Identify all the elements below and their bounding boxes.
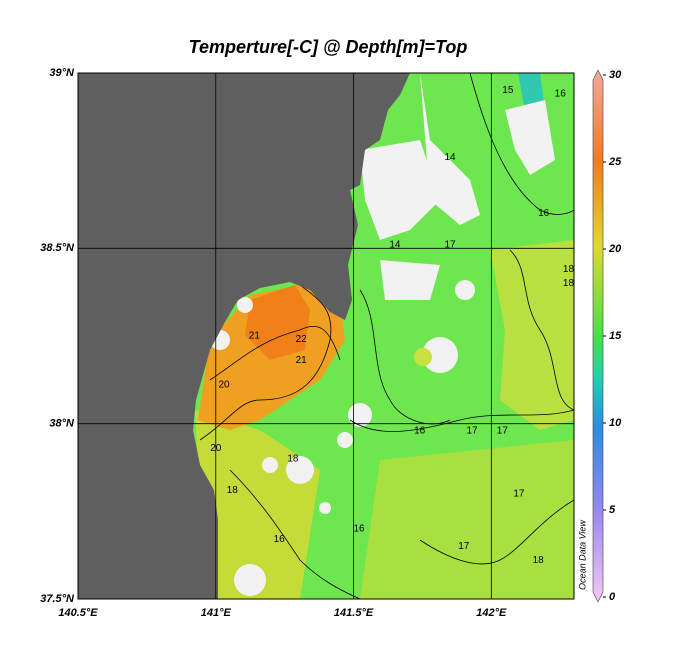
x-tick-label: 141.5°E [334, 607, 374, 619]
contour-label: 17 [513, 488, 525, 499]
colorbar-tick-label: 0 [609, 591, 616, 603]
contour-label: 18 [533, 555, 545, 566]
colorbar-tick-label: 10 [609, 417, 622, 429]
colorbar-tick-label: 25 [608, 156, 622, 168]
contour-label: 16 [555, 89, 567, 100]
contour-label: 22 [296, 334, 308, 345]
y-tick-label: 38.5°N [40, 242, 75, 254]
warm-patch [414, 348, 432, 366]
contour-label: 16 [414, 425, 426, 436]
contour-label: 14 [389, 239, 401, 250]
warm-patch [195, 410, 320, 599]
no-data [210, 73, 555, 596]
contour-label: 16 [354, 524, 366, 535]
warm-patch [245, 285, 310, 360]
contour-label: 20 [218, 380, 230, 391]
colorbar-tick-label: 5 [609, 504, 616, 516]
x-tick-label: 140.5°E [58, 607, 98, 619]
contour-label: 21 [296, 355, 308, 366]
contour-label: 17 [497, 425, 509, 436]
colorbar-tick-label: 20 [608, 243, 622, 255]
y-tick-label: 37.5°N [40, 593, 75, 605]
contour-label: 16 [274, 534, 286, 545]
x-tick-label: 141°E [201, 607, 232, 619]
contour-label: 20 [210, 443, 222, 454]
land [78, 73, 410, 599]
watermark: Ocean Data View [577, 520, 587, 590]
colorbar-tick-label: 30 [609, 69, 622, 81]
colorbar-tick-label: 15 [609, 330, 622, 342]
contour-label: 16 [538, 208, 550, 219]
contour-label: 21 [249, 331, 261, 342]
contour-label: 14 [444, 152, 456, 163]
warm-patch [360, 440, 574, 599]
contour-label: 17 [458, 541, 470, 552]
x-tick-label: 142°E [476, 607, 507, 619]
y-tick-label: 39°N [49, 67, 75, 79]
colorbar [592, 69, 604, 603]
contour-label: 18 [287, 453, 299, 464]
contour-label: 18 [563, 264, 575, 275]
map-title: Temperture[-C] @ Depth[m]=Top [189, 37, 468, 57]
field [78, 73, 574, 599]
y-tick-label: 38°N [49, 418, 75, 430]
contour-label: 18 [563, 278, 575, 289]
contour-label: 17 [466, 425, 478, 436]
contour-label: 17 [444, 239, 456, 250]
warm-patch [490, 240, 574, 430]
contour-label: 15 [502, 85, 514, 96]
contour-label: 18 [227, 485, 239, 496]
cool-patch [518, 73, 545, 110]
